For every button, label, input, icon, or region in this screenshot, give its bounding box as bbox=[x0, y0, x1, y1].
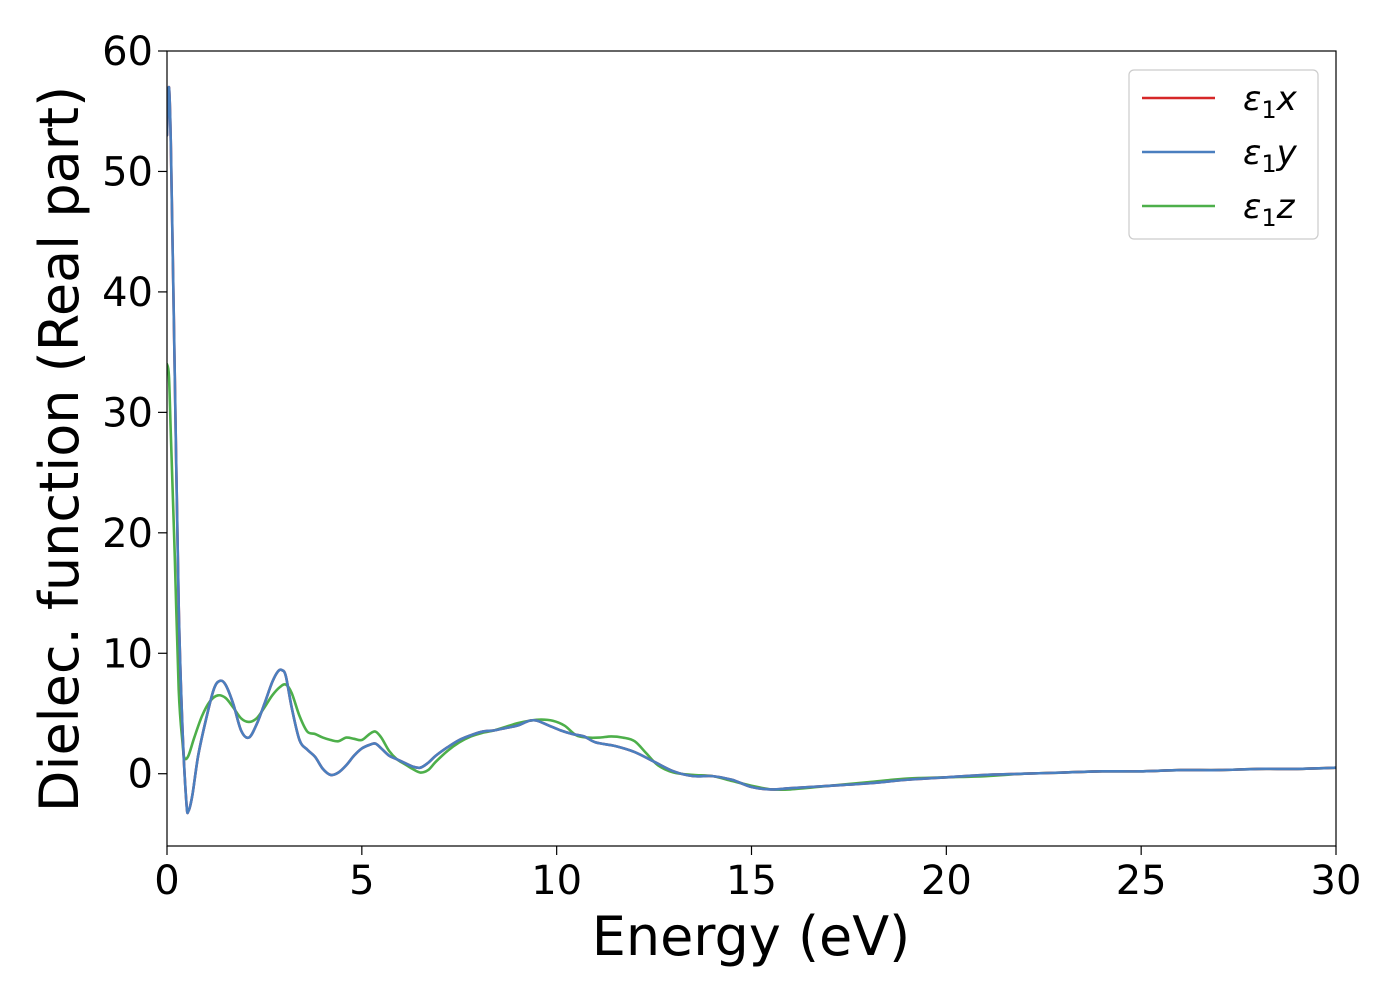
legend: ε1x ε1y ε1z bbox=[1128, 69, 1319, 240]
y-tick-label: 60 bbox=[102, 29, 153, 75]
y-axis-title: Dielec. function (Real part) bbox=[28, 86, 91, 812]
x-tick-label: 30 bbox=[1311, 858, 1362, 904]
y-tick-label: 0 bbox=[128, 752, 153, 798]
x-tick-label: 5 bbox=[349, 858, 374, 904]
x-tick-label: 15 bbox=[726, 858, 777, 904]
y-tick-label: 10 bbox=[102, 631, 153, 677]
y-tick-label: 40 bbox=[102, 270, 153, 316]
legend-label-z: ε1z bbox=[1243, 187, 1296, 232]
y-tick-label: 50 bbox=[102, 149, 153, 195]
legend-label-x: ε1x bbox=[1243, 79, 1298, 124]
x-tick-label: 0 bbox=[154, 858, 179, 904]
x-axis: 0 5 10 15 20 25 30 bbox=[154, 846, 1361, 904]
series-layer bbox=[167, 85, 1336, 815]
legend-box bbox=[1128, 69, 1319, 240]
series-line-y bbox=[167, 85, 1336, 815]
y-tick-label: 30 bbox=[102, 390, 153, 436]
x-axis-title: Energy (eV) bbox=[592, 905, 911, 968]
y-axis: 0 10 20 30 40 50 60 bbox=[102, 29, 167, 798]
x-tick-label: 10 bbox=[531, 858, 582, 904]
y-tick-label: 20 bbox=[102, 511, 153, 557]
x-tick-label: 25 bbox=[1116, 858, 1167, 904]
legend-label-y: ε1y bbox=[1243, 133, 1298, 178]
x-tick-label: 20 bbox=[921, 858, 972, 904]
